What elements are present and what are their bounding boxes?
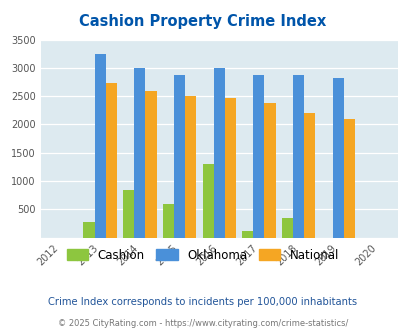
Bar <box>332 78 343 238</box>
Bar <box>264 103 275 238</box>
Legend: Cashion, Oklahoma, National: Cashion, Oklahoma, National <box>62 244 343 266</box>
Bar <box>213 68 224 238</box>
Bar <box>83 222 94 238</box>
Bar <box>281 218 292 238</box>
Bar <box>185 96 196 238</box>
Bar <box>242 231 253 238</box>
Bar <box>94 54 105 238</box>
Bar <box>134 68 145 238</box>
Bar <box>105 83 117 238</box>
Bar <box>303 113 315 238</box>
Bar <box>292 75 303 238</box>
Bar <box>123 189 134 238</box>
Text: Cashion Property Crime Index: Cashion Property Crime Index <box>79 14 326 29</box>
Bar <box>343 119 354 238</box>
Bar <box>253 75 264 238</box>
Text: Crime Index corresponds to incidents per 100,000 inhabitants: Crime Index corresponds to incidents per… <box>48 297 357 307</box>
Bar <box>174 75 185 238</box>
Bar <box>202 164 213 238</box>
Bar <box>145 90 156 238</box>
Text: © 2025 CityRating.com - https://www.cityrating.com/crime-statistics/: © 2025 CityRating.com - https://www.city… <box>58 319 347 328</box>
Bar <box>224 98 235 238</box>
Bar <box>162 204 174 238</box>
